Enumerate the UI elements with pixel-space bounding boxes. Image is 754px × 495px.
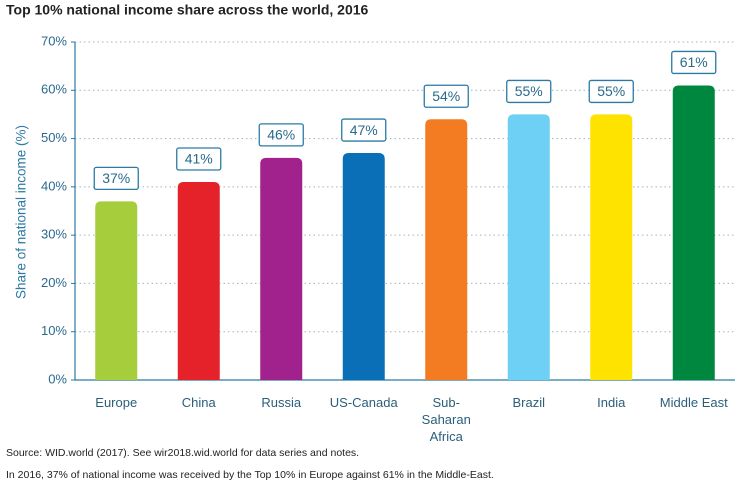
- source-note: Source: WID.world (2017). See wir2018.wi…: [6, 447, 360, 459]
- value-label-box: [423, 84, 469, 108]
- value-label-box: [341, 118, 387, 142]
- x-tick-label: India: [597, 395, 626, 410]
- y-axis-label: Share of national income (%): [14, 125, 29, 299]
- value-label-box: [588, 79, 634, 104]
- chart-title: Top 10% national income share across the…: [6, 2, 369, 18]
- bar: [260, 157, 303, 380]
- y-tick-label: 70%: [41, 33, 67, 48]
- value-label: 55%: [515, 83, 543, 99]
- x-tick-label: China: [181, 395, 216, 410]
- x-tick-label: US-Canada: [329, 395, 398, 410]
- x-tick-label: Sub-Saharan Africa: [421, 395, 471, 444]
- value-label-box: [258, 123, 304, 147]
- y-tick-label: 30%: [41, 227, 67, 242]
- y-tick-label: 60%: [41, 82, 67, 97]
- value-label: 61%: [680, 54, 708, 70]
- value-label: 37%: [102, 170, 130, 186]
- bar: [672, 85, 715, 380]
- bar: [590, 114, 633, 380]
- footnote: In 2016, 37% of national income was rece…: [6, 469, 494, 481]
- x-tick-label: Europe: [95, 395, 138, 410]
- x-tick-label: Middle East: [659, 395, 728, 410]
- value-label: 41%: [185, 151, 213, 167]
- value-label: 47%: [350, 122, 378, 138]
- value-label-box: [93, 166, 139, 190]
- value-label-box: [176, 147, 222, 171]
- bar: [95, 201, 138, 380]
- y-tick-label: 40%: [41, 178, 67, 193]
- bar: [342, 153, 385, 380]
- value-label: 55%: [597, 83, 625, 99]
- bar: [425, 119, 468, 380]
- value-label-box: [506, 79, 552, 104]
- y-tick-label: 10%: [41, 323, 67, 338]
- bar: [177, 182, 220, 380]
- x-tick-label: Russia: [261, 395, 302, 410]
- y-tick-label: 50%: [41, 130, 67, 145]
- value-label-box: [671, 50, 717, 75]
- value-label: 46%: [267, 127, 295, 143]
- x-tick-label: Brazil: [512, 395, 545, 410]
- y-tick-label: 20%: [41, 275, 67, 290]
- y-tick-label: 0%: [48, 371, 67, 386]
- bar: [507, 114, 550, 380]
- value-label: 54%: [432, 88, 460, 104]
